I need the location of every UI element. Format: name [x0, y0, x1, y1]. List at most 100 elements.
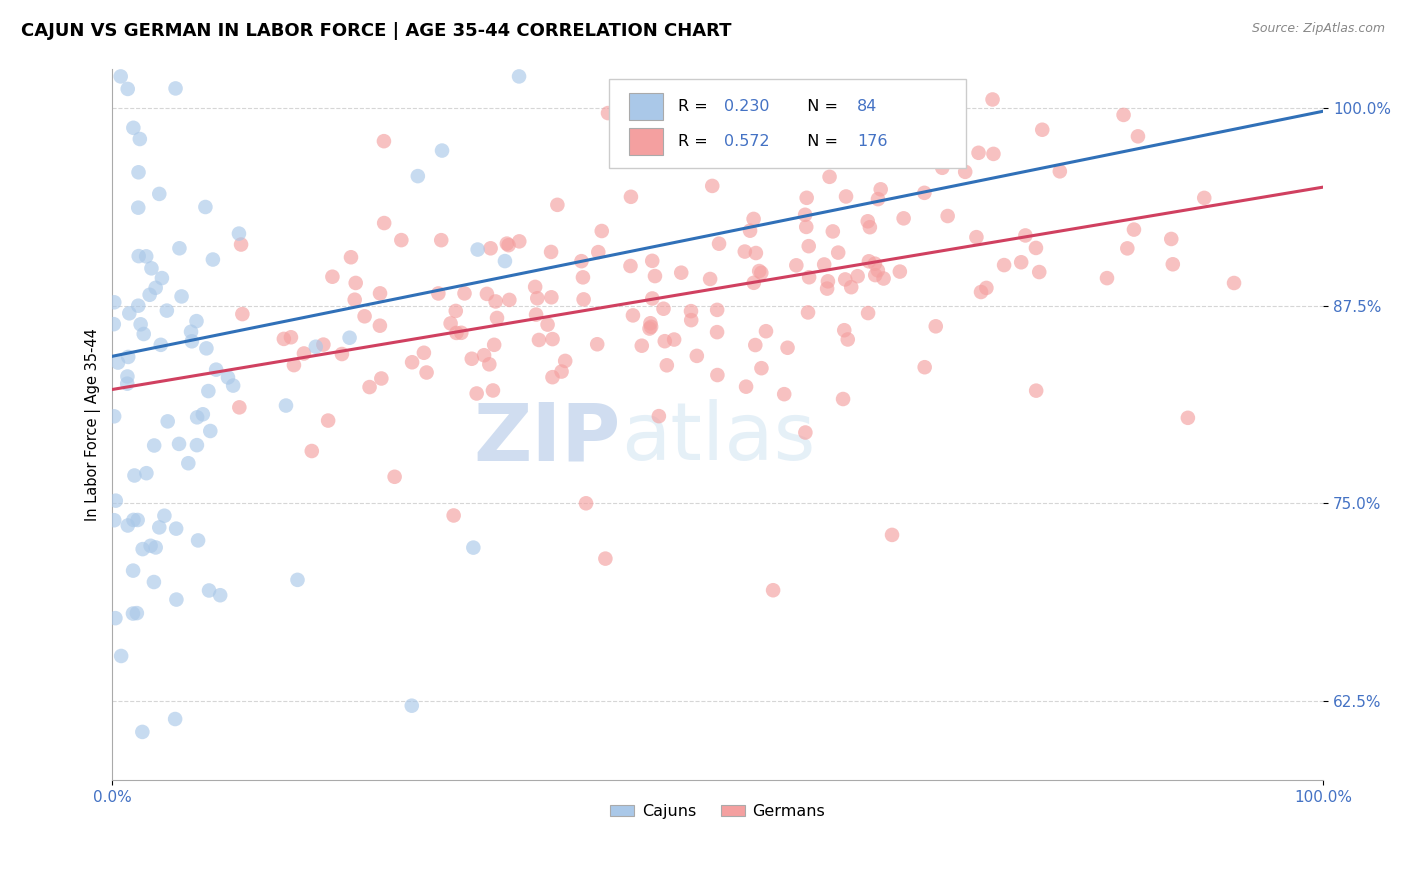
Point — [575, 496, 598, 510]
Point — [127, 299, 149, 313]
Point — [681, 313, 703, 327]
Point — [461, 351, 484, 366]
Point — [368, 286, 391, 301]
Point — [707, 136, 730, 151]
Point — [498, 238, 520, 252]
Point — [776, 341, 799, 355]
Point — [536, 318, 558, 332]
Point — [406, 169, 429, 183]
Point — [526, 291, 548, 305]
Point — [128, 165, 150, 179]
Point — [648, 409, 671, 424]
Point — [373, 134, 395, 148]
Point — [104, 493, 127, 508]
Point — [122, 607, 145, 621]
Point — [217, 370, 239, 384]
Point — [200, 424, 222, 438]
Point — [494, 254, 516, 268]
Point — [508, 235, 530, 249]
Point — [832, 392, 855, 406]
Point — [107, 355, 129, 369]
Text: 176: 176 — [858, 135, 887, 149]
Point — [482, 384, 505, 398]
Point — [274, 399, 297, 413]
Point — [118, 306, 141, 320]
Point — [321, 269, 343, 284]
Point — [738, 224, 761, 238]
Point — [128, 249, 150, 263]
Point — [872, 271, 894, 285]
Point — [620, 190, 643, 204]
Point — [1116, 241, 1139, 255]
Point — [401, 698, 423, 713]
Point — [886, 136, 908, 151]
Text: Source: ZipAtlas.com: Source: ZipAtlas.com — [1251, 22, 1385, 36]
Point — [572, 293, 595, 307]
Point — [706, 302, 728, 317]
Point — [110, 70, 132, 84]
Point — [596, 106, 619, 120]
Point — [177, 456, 200, 470]
Point — [186, 438, 208, 452]
Point — [141, 261, 163, 276]
Point — [856, 214, 879, 228]
Point — [981, 93, 1004, 107]
Point — [1160, 232, 1182, 246]
Point — [148, 520, 170, 534]
Point — [478, 357, 501, 371]
Point — [751, 361, 773, 376]
Point — [316, 413, 339, 427]
Text: N =: N = — [797, 135, 842, 149]
Point — [169, 241, 191, 255]
Point — [145, 281, 167, 295]
Point — [815, 282, 838, 296]
Point — [755, 324, 778, 338]
Point — [1010, 255, 1032, 269]
Point — [135, 466, 157, 480]
Point — [292, 346, 315, 360]
Point — [571, 254, 593, 268]
Point — [797, 239, 820, 253]
Point — [970, 285, 993, 299]
Point — [638, 321, 661, 335]
Point — [156, 303, 179, 318]
Point — [143, 438, 166, 452]
Point — [699, 272, 721, 286]
Point — [384, 470, 406, 484]
Point — [165, 712, 187, 726]
Point — [866, 263, 889, 277]
Point — [343, 293, 366, 307]
Point — [1194, 191, 1216, 205]
Point — [401, 355, 423, 369]
Point — [149, 338, 172, 352]
Point — [550, 365, 572, 379]
Text: N =: N = — [797, 99, 842, 113]
Point — [389, 233, 412, 247]
Point — [965, 230, 987, 244]
Point — [128, 132, 150, 146]
Point — [145, 541, 167, 555]
Point — [1123, 222, 1146, 236]
Point — [640, 316, 662, 330]
Point — [135, 249, 157, 263]
Point — [124, 468, 146, 483]
Point — [745, 246, 768, 260]
Point — [222, 378, 245, 392]
Point — [817, 274, 839, 288]
Point — [671, 266, 693, 280]
Point — [641, 292, 664, 306]
Point — [194, 200, 217, 214]
FancyBboxPatch shape — [630, 93, 664, 120]
Point — [889, 264, 911, 278]
Point — [794, 219, 817, 234]
FancyBboxPatch shape — [630, 128, 664, 155]
Point — [707, 236, 730, 251]
Point — [1223, 276, 1246, 290]
Point — [686, 349, 709, 363]
Point — [132, 326, 155, 341]
Point — [117, 518, 139, 533]
Point — [773, 387, 796, 401]
Point — [142, 574, 165, 589]
Point — [644, 268, 666, 283]
Point — [846, 269, 869, 284]
